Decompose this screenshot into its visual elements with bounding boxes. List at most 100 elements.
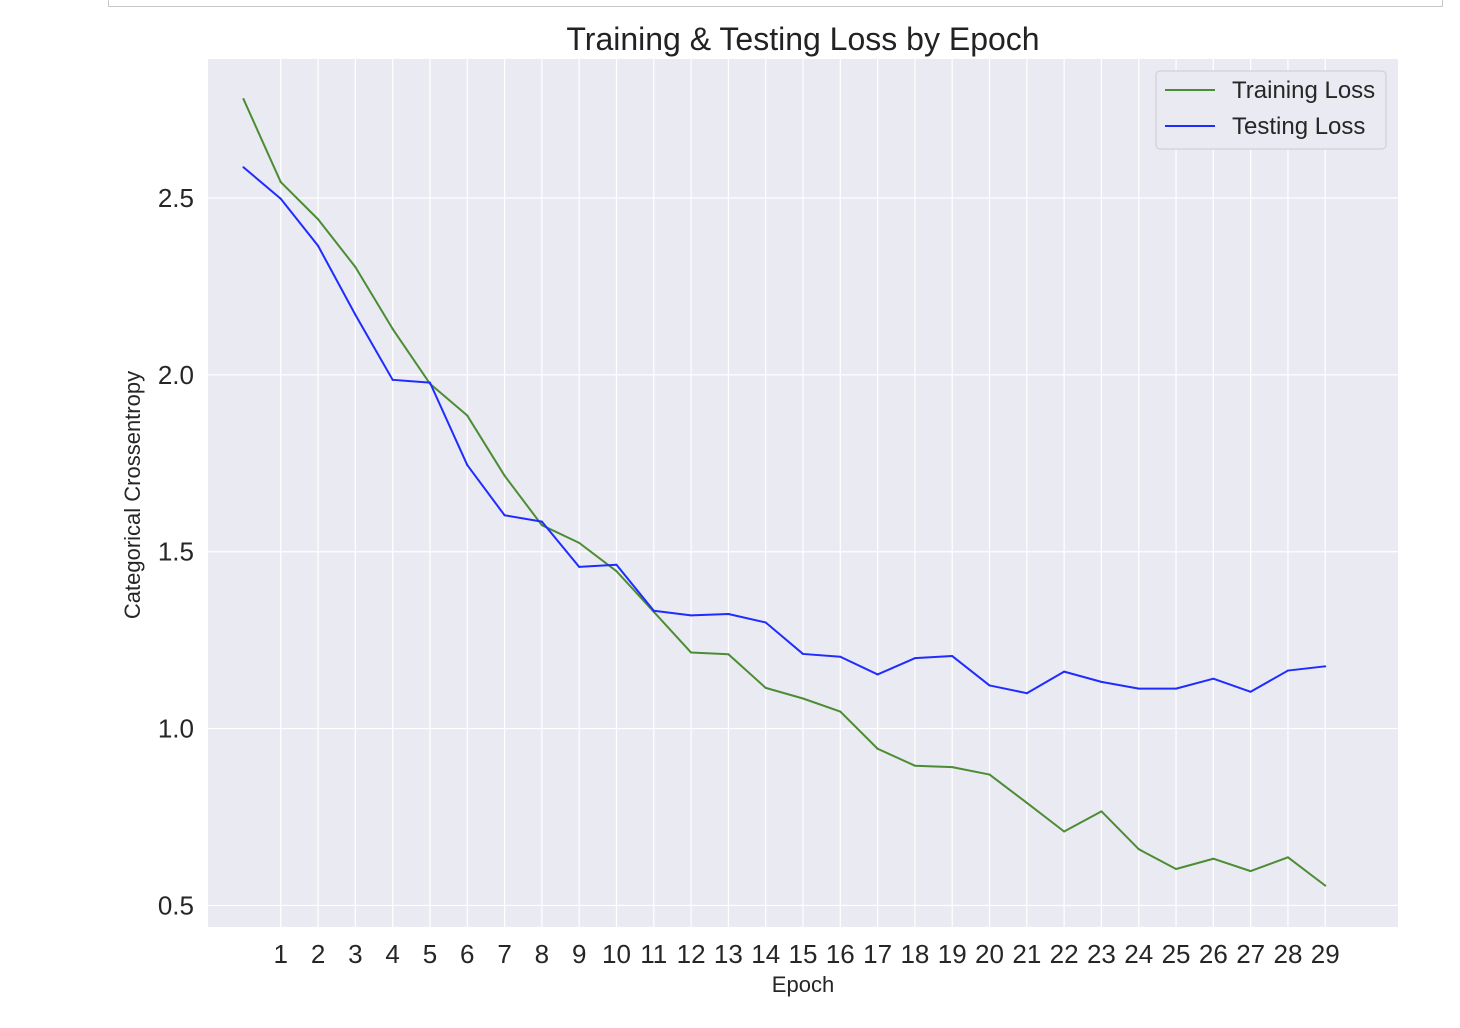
legend-label-testing: Testing Loss: [1232, 113, 1365, 140]
y-axis-label: Categorical Crossentropy: [120, 371, 145, 619]
x-tick-label: 26: [1199, 939, 1228, 969]
x-tick-label: 3: [348, 939, 362, 969]
testing-loss-point: [988, 684, 991, 687]
x-tick-label: 15: [789, 939, 818, 969]
testing-loss-point: [317, 244, 320, 247]
training-loss-point: [615, 570, 618, 573]
x-tick-label: 17: [863, 939, 892, 969]
x-tick-label: 1: [274, 939, 288, 969]
x-tick-label: 13: [714, 939, 743, 969]
x-tick-label: 27: [1236, 939, 1265, 969]
testing-loss-point: [876, 673, 879, 676]
x-tick-label: 4: [385, 939, 399, 969]
y-tick-label: 1.5: [158, 537, 194, 567]
training-loss-point: [503, 474, 506, 477]
y-tick-label: 2.5: [158, 183, 194, 213]
training-loss-point: [540, 524, 543, 527]
training-loss-point: [1137, 848, 1140, 851]
x-tick-label: 16: [826, 939, 855, 969]
training-loss-point: [466, 414, 469, 417]
training-loss-point: [1100, 810, 1103, 813]
training-loss-point: [1063, 830, 1066, 833]
testing-loss-point: [1100, 680, 1103, 683]
x-tick-label: 29: [1311, 939, 1340, 969]
x-tick-label: 8: [535, 939, 549, 969]
y-tick-label: 2.0: [158, 360, 194, 390]
x-tick-label: 24: [1124, 939, 1153, 969]
testing-loss-point: [1324, 665, 1327, 668]
testing-loss-point: [764, 621, 767, 624]
training-loss-point: [1249, 870, 1252, 873]
x-tick-label: 25: [1162, 939, 1191, 969]
training-loss-point: [317, 218, 320, 221]
training-loss-point: [578, 541, 581, 544]
testing-loss-line: [242, 166, 1326, 695]
testing-loss-point: [391, 378, 394, 381]
training-loss-point: [242, 97, 245, 100]
testing-loss-point: [951, 655, 954, 658]
testing-loss-point: [279, 197, 282, 200]
testing-loss-point: [615, 563, 618, 566]
training-loss-point: [988, 773, 991, 776]
training-loss-point: [391, 327, 394, 330]
y-tick-labels: 0.5 1.0 1.5 2.0 2.5: [158, 183, 194, 920]
testing-loss-point: [578, 565, 581, 568]
x-tick-label: 14: [751, 939, 780, 969]
testing-loss-point: [690, 614, 693, 617]
training-loss-point: [1025, 801, 1028, 804]
testing-loss-point: [727, 612, 730, 615]
x-tick-labels: 1 2 3 4 5 6 7 8 9 10 11 12 13 14 15 16 17 18 19 20 21 22 23 24 2…: [274, 939, 1340, 969]
x-tick-label: 5: [423, 939, 437, 969]
x-tick-label: 11: [640, 939, 667, 969]
training-loss-point: [690, 651, 693, 654]
x-tick-label: 21: [1012, 939, 1041, 969]
chart-title: Training & Testing Loss by Epoch: [566, 21, 1039, 57]
x-tick-label: 12: [677, 939, 706, 969]
training-loss-point: [1175, 867, 1178, 870]
training-loss-point: [876, 747, 879, 750]
x-tick-label: 23: [1087, 939, 1116, 969]
y-tick-label: 0.5: [158, 890, 194, 920]
training-loss-point: [951, 766, 954, 769]
x-tick-label: 22: [1050, 939, 1079, 969]
testing-loss-point: [1175, 687, 1178, 690]
training-loss-point: [1286, 856, 1289, 859]
x-tick-label: 7: [497, 939, 511, 969]
legend: Training Loss Testing Loss: [1155, 70, 1387, 150]
testing-loss-point: [1212, 677, 1215, 680]
testing-loss-point: [802, 652, 804, 655]
training-loss-point: [1212, 857, 1215, 860]
testing-loss-point: [1063, 670, 1066, 673]
training-loss-point: [764, 686, 767, 689]
testing-loss-point: [466, 464, 469, 467]
training-loss-line: [242, 98, 1326, 887]
x-tick-label: 18: [900, 939, 929, 969]
x-tick-label: 2: [311, 939, 325, 969]
grid-lines: [208, 59, 1398, 927]
x-tick-label: 20: [975, 939, 1004, 969]
testing-loss-point: [1286, 669, 1289, 672]
x-tick-label: 9: [572, 939, 586, 969]
testing-loss-point: [652, 609, 655, 612]
x-tick-label: 28: [1273, 939, 1302, 969]
training-loss-point: [727, 653, 730, 656]
training-loss-point: [913, 764, 916, 767]
x-tick-label: 6: [460, 939, 474, 969]
testing-loss-point: [354, 313, 357, 316]
top-frame: [108, 0, 1443, 7]
x-tick-label: 19: [938, 939, 967, 969]
training-loss-point: [354, 265, 357, 268]
training-loss-point: [839, 710, 842, 713]
testing-loss-point: [428, 381, 431, 384]
testing-loss-point: [839, 655, 842, 658]
testing-loss-point: [913, 657, 916, 660]
testing-loss-point: [540, 520, 543, 523]
training-loss-point: [1324, 884, 1327, 887]
series-lines: [242, 97, 1327, 887]
training-loss-point: [802, 697, 804, 700]
x-tick-label: 10: [602, 939, 631, 969]
x-axis-label: Epoch: [772, 972, 834, 997]
training-loss-point: [279, 181, 282, 184]
testing-loss-point: [1249, 690, 1252, 693]
